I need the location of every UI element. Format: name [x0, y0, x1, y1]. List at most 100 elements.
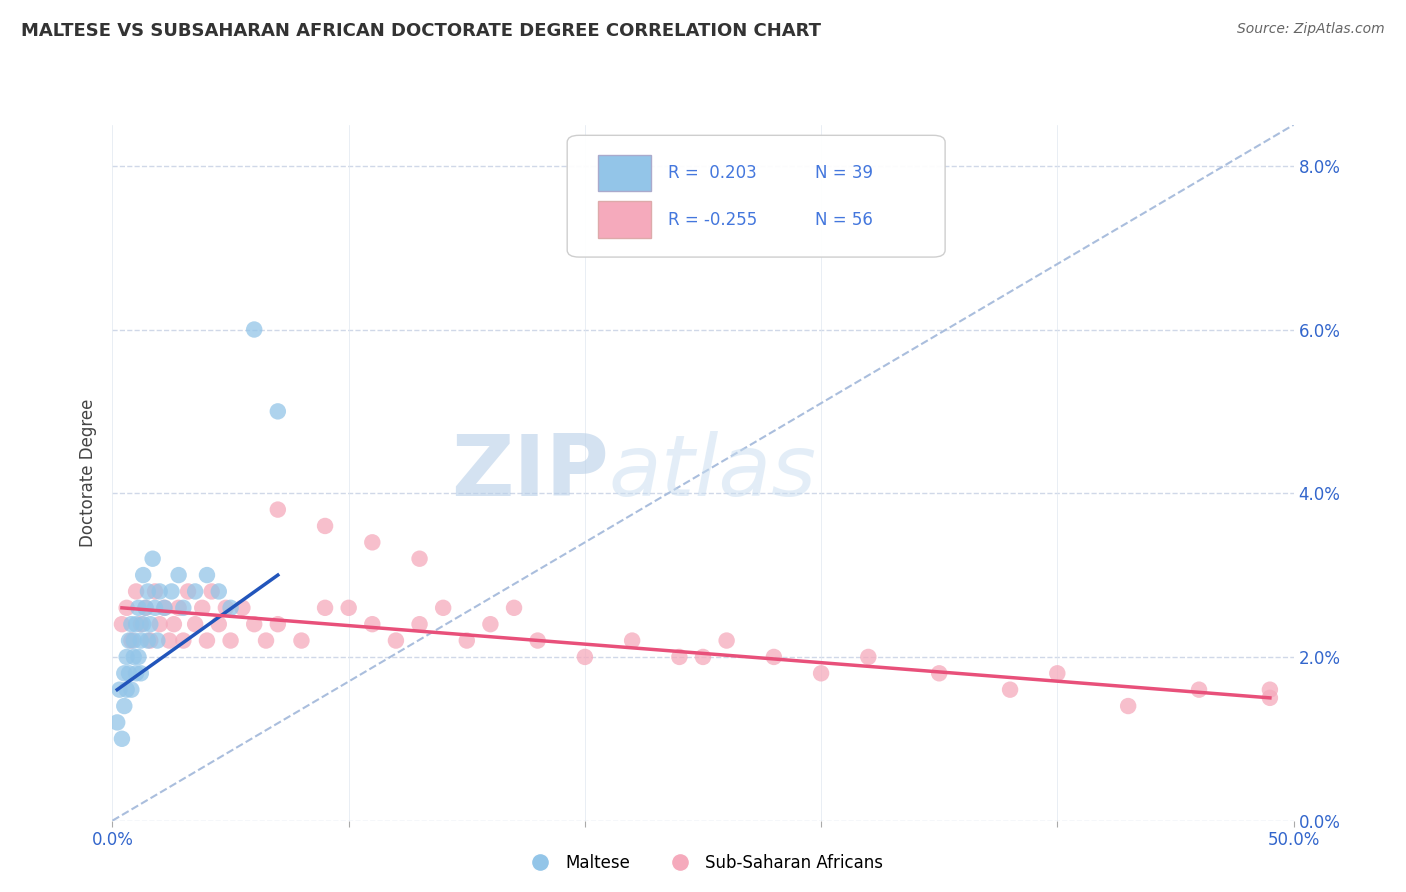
Text: Source: ZipAtlas.com: Source: ZipAtlas.com — [1237, 22, 1385, 37]
Point — [526, 633, 548, 648]
Point — [1116, 699, 1139, 714]
Text: MALTESE VS SUBSAHARAN AFRICAN DOCTORATE DEGREE CORRELATION CHART: MALTESE VS SUBSAHARAN AFRICAN DOCTORATE … — [21, 22, 821, 40]
Point — [267, 502, 290, 516]
Point — [1046, 666, 1069, 681]
Point — [201, 584, 224, 599]
Point — [120, 682, 142, 697]
Point — [290, 633, 312, 648]
Point — [127, 600, 149, 615]
Point — [254, 633, 277, 648]
Point — [105, 715, 128, 730]
Point — [219, 600, 242, 615]
Point — [125, 584, 148, 599]
Point — [998, 682, 1021, 697]
Point — [1258, 682, 1281, 697]
Point — [120, 633, 142, 648]
Point — [120, 617, 142, 632]
Point — [132, 568, 155, 582]
Point — [184, 584, 207, 599]
Point — [479, 617, 502, 632]
Text: N = 56: N = 56 — [815, 211, 873, 228]
Point — [129, 633, 152, 648]
Point — [132, 617, 155, 632]
Point — [127, 649, 149, 664]
Point — [136, 584, 159, 599]
Point — [191, 600, 214, 615]
Point — [208, 584, 231, 599]
Point — [361, 535, 384, 549]
Point — [408, 551, 430, 566]
Point — [215, 600, 238, 615]
Point — [762, 649, 785, 664]
Point — [574, 649, 596, 664]
Point — [146, 633, 169, 648]
Point — [208, 617, 231, 632]
Point — [153, 600, 176, 615]
Point — [129, 617, 152, 632]
Point — [314, 600, 336, 615]
Point — [157, 633, 180, 648]
Point — [692, 649, 714, 664]
Point — [1188, 682, 1211, 697]
Text: atlas: atlas — [609, 431, 817, 515]
Point — [115, 649, 138, 664]
Point — [118, 633, 141, 648]
Point — [385, 633, 408, 648]
Point — [716, 633, 738, 648]
Point — [108, 682, 131, 697]
Point — [195, 568, 218, 582]
Y-axis label: Doctorate Degree: Doctorate Degree — [79, 399, 97, 547]
Point — [112, 666, 135, 681]
Point — [153, 600, 176, 615]
Point — [163, 617, 186, 632]
Point — [135, 600, 157, 615]
Point — [361, 617, 384, 632]
Text: R = -0.255: R = -0.255 — [668, 211, 756, 228]
Point — [135, 600, 157, 615]
Point — [668, 649, 690, 664]
Point — [167, 600, 190, 615]
Point — [118, 666, 141, 681]
Point — [143, 584, 166, 599]
Point — [432, 600, 454, 615]
Point — [139, 617, 162, 632]
Point — [621, 633, 644, 648]
FancyBboxPatch shape — [598, 155, 651, 191]
Point — [125, 666, 148, 681]
Point — [112, 699, 135, 714]
FancyBboxPatch shape — [567, 136, 945, 257]
Text: N = 39: N = 39 — [815, 164, 873, 182]
Point — [160, 584, 183, 599]
FancyBboxPatch shape — [598, 202, 651, 237]
Point — [267, 617, 290, 632]
Point — [337, 600, 360, 615]
Point — [129, 666, 152, 681]
Text: ZIP: ZIP — [451, 431, 609, 515]
Point — [243, 617, 266, 632]
Point — [122, 649, 145, 664]
Legend: Maltese, Sub-Saharan Africans: Maltese, Sub-Saharan Africans — [516, 847, 890, 879]
Point — [149, 584, 172, 599]
Point — [810, 666, 832, 681]
Point — [143, 600, 166, 615]
Point — [456, 633, 478, 648]
Point — [1258, 690, 1281, 705]
Point — [503, 600, 526, 615]
Point — [115, 600, 138, 615]
Point — [125, 617, 148, 632]
Point — [408, 617, 430, 632]
Point — [115, 682, 138, 697]
Point — [167, 568, 190, 582]
Point — [139, 633, 162, 648]
Point — [858, 649, 880, 664]
Point — [267, 404, 290, 418]
Point — [122, 633, 145, 648]
Point — [111, 617, 134, 632]
Point — [219, 633, 242, 648]
Point — [172, 600, 194, 615]
Point — [195, 633, 218, 648]
Point — [243, 322, 266, 336]
Point — [142, 551, 165, 566]
Point — [314, 519, 336, 533]
Point — [928, 666, 950, 681]
